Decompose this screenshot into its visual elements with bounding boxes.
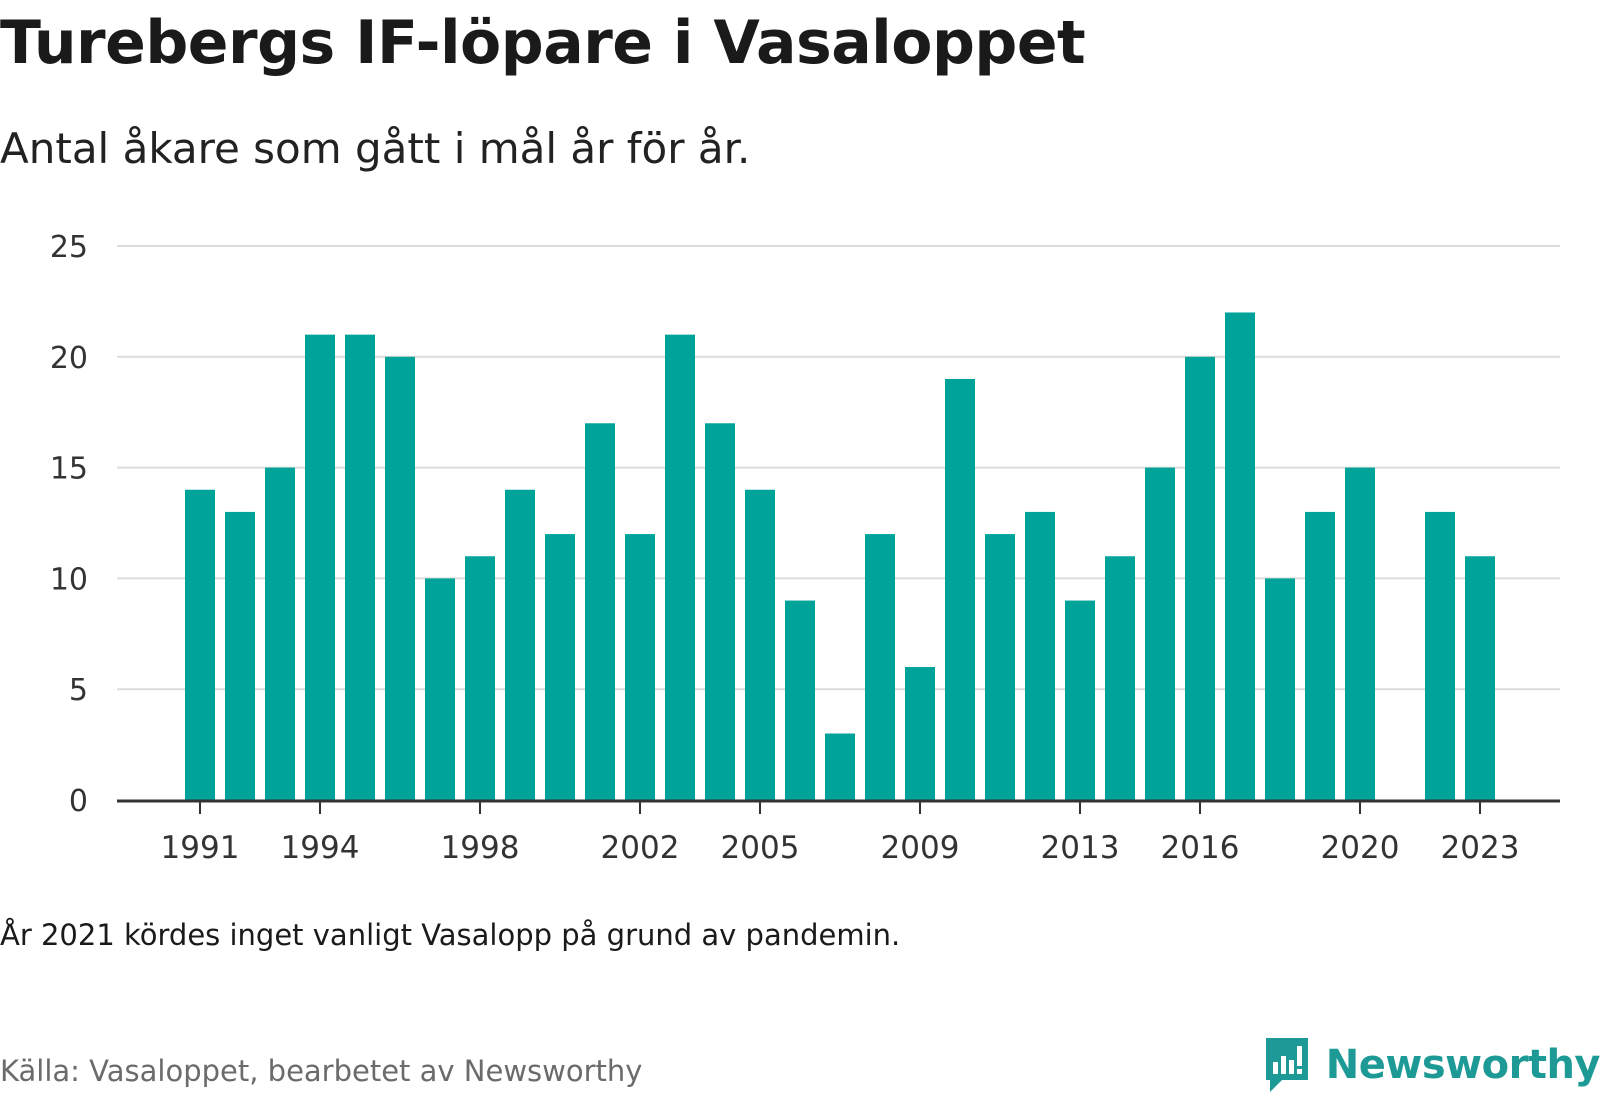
y-tick-label: 5 <box>69 673 88 708</box>
chart-title: Turebergs IF-löpare i Vasaloppet <box>0 8 1086 78</box>
y-tick-label: 20 <box>50 341 88 376</box>
x-tick-label: 2005 <box>721 830 800 866</box>
bar <box>1345 467 1375 800</box>
x-tick-label: 2009 <box>881 830 960 866</box>
x-tick-label: 2023 <box>1441 830 1520 866</box>
bar <box>545 534 575 800</box>
bar <box>945 378 975 800</box>
bar <box>745 489 775 800</box>
bar <box>425 578 455 800</box>
y-tick-label: 15 <box>50 452 88 487</box>
bar <box>1225 312 1255 800</box>
x-tick-label: 1991 <box>161 830 240 866</box>
bar <box>505 489 535 800</box>
x-tick-label: 2002 <box>601 830 680 866</box>
bar <box>705 423 735 800</box>
x-tick-label: 2020 <box>1321 830 1400 866</box>
bar <box>1265 578 1295 800</box>
y-axis-ticks: 0 5 10 15 20 25 <box>50 230 88 819</box>
bar <box>265 467 295 800</box>
bar <box>625 534 655 800</box>
bar <box>785 600 815 800</box>
newsworthy-logo-icon <box>1265 1038 1308 1092</box>
chart-subtitle: Antal åkare som gått i mål år för år. <box>0 124 751 173</box>
bar <box>825 733 855 800</box>
bar <box>665 334 695 800</box>
y-tick-label: 0 <box>69 784 88 819</box>
x-tick-label: 1998 <box>441 830 520 866</box>
x-tick-label: 2016 <box>1161 830 1240 866</box>
bar <box>465 556 495 800</box>
brand-logo: Newsworthy <box>1262 1036 1600 1094</box>
bar <box>1105 556 1135 800</box>
bar <box>1025 511 1055 800</box>
bars <box>185 312 1495 800</box>
bar <box>985 534 1015 800</box>
y-tick-label: 10 <box>50 562 88 597</box>
bar <box>865 534 895 800</box>
y-tick-label: 25 <box>50 230 88 265</box>
brand-name: Newsworthy <box>1325 1042 1600 1088</box>
x-tick-label: 2013 <box>1041 830 1120 866</box>
bar <box>305 334 335 800</box>
bar <box>1465 556 1495 800</box>
bar-chart: 0 5 10 15 20 25 1991 1994 1998 2002 2005 2009 2013 2… <box>50 230 1560 866</box>
x-axis-ticks: 1991 1994 1998 2002 2005 2009 2013 2016 2020 2023 <box>161 802 1520 866</box>
bar <box>905 667 935 800</box>
source-text: Källa: Vasaloppet, bearbetet av Newswort… <box>0 1054 643 1088</box>
bar <box>185 489 215 800</box>
bar <box>1185 356 1215 800</box>
x-tick-label: 1994 <box>281 830 360 866</box>
bar <box>1145 467 1175 800</box>
bar <box>225 511 255 800</box>
bar <box>385 356 415 800</box>
bar <box>1425 511 1455 800</box>
bar <box>345 334 375 800</box>
chart-note: År 2021 kördes inget vanligt Vasalopp på… <box>0 918 901 952</box>
bar <box>1065 600 1095 800</box>
bar <box>1305 511 1335 800</box>
bar <box>585 423 615 800</box>
